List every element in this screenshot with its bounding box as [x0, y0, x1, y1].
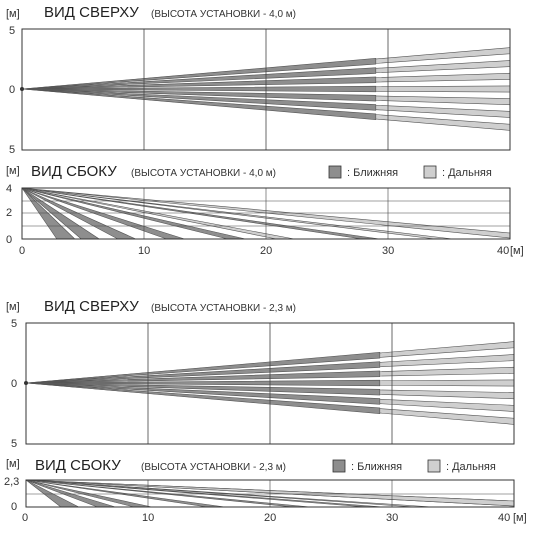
side-view-1-frame	[21, 187, 511, 240]
top-view-2-title: ВИД СВЕРХУ	[44, 298, 139, 315]
side-view-2-ytick-23: 2,3	[4, 476, 19, 488]
top-view-1-title: ВИД СВЕРХУ	[44, 4, 139, 21]
side-near-beam	[21, 187, 76, 240]
top-view-1: [м] ВИД СВЕРХУ (ВЫСОТА УСТАНОВКИ - 4,0 м…	[6, 4, 511, 156]
top-near-beam	[21, 88, 377, 111]
top-view-1-ytick-bottom: 5	[9, 144, 15, 156]
side-view-2-legend-near: : Ближняя	[351, 461, 402, 473]
top-near-beam	[21, 85, 377, 93]
side-view-2-xtick-40: 40	[498, 512, 510, 524]
side-view-1-ytick-0: 0	[6, 234, 12, 246]
side-view-2-grid	[26, 480, 514, 507]
top-near-beam	[25, 352, 381, 384]
side-view-1-title: ВИД СБОКУ	[31, 163, 117, 180]
top-near-beam	[25, 382, 381, 414]
top-view-1-unit: [м]	[6, 8, 20, 20]
top-view-2-ytick-bottom: 5	[11, 438, 17, 450]
side-view-1-xtick-30: 30	[382, 245, 394, 257]
top-near-beam	[21, 76, 377, 90]
top-view-1-subtitle: (ВЫСОТА УСТАНОВКИ - 4,0 м)	[151, 9, 296, 20]
top-near-beam	[21, 67, 377, 90]
side-view-2-xtick-10: 10	[142, 512, 154, 524]
top-view-1-ytick-top: 5	[9, 25, 15, 37]
top-near-beam	[25, 382, 381, 396]
top-near-beam	[25, 379, 381, 387]
top-near-beam	[25, 382, 381, 405]
top-view-2-ytick-mid: 0	[11, 378, 17, 390]
side-view-1-xtick-40: 40	[497, 245, 509, 257]
top-near-beam	[25, 361, 381, 384]
side-view-2: [м] ВИД СБОКУ (ВЫСОТА УСТАНОВКИ - 2,3 м)…	[4, 457, 527, 524]
side-view-2-legend-near-swatch	[332, 459, 346, 473]
side-view-1-subtitle: (ВЫСОТА УСТАНОВКИ - 4,0 м)	[131, 168, 276, 179]
side-view-2-title: ВИД СБОКУ	[35, 457, 121, 474]
side-view-2-legend-far-swatch	[427, 459, 441, 473]
side-view-2-xtick-20: 20	[264, 512, 276, 524]
side-view-2-xtick-30: 30	[386, 512, 398, 524]
top-view-2-unit: [м]	[6, 301, 20, 313]
side-view-1-legend-far-swatch	[423, 165, 437, 179]
top-near-beam	[21, 58, 377, 90]
top-near-beam	[21, 88, 377, 120]
side-view-1-xtick-0: 0	[19, 245, 25, 257]
side-view-1-legend-near-swatch	[328, 165, 342, 179]
side-view-2-xtick-0: 0	[22, 512, 28, 524]
side-view-1-xtick-10: 10	[138, 245, 150, 257]
top-view-2-grid	[147, 323, 393, 444]
side-view-2-unit: [м]	[6, 458, 20, 470]
side-view-1-xtick-20: 20	[260, 245, 272, 257]
side-view-1-grid	[22, 188, 510, 239]
top-view-1-sensor	[20, 87, 24, 91]
top-near-beam	[21, 88, 377, 102]
side-view-1-legend-far: : Дальняя	[442, 167, 492, 179]
top-view-1-ytick-mid: 0	[9, 84, 15, 96]
top-view-2-subtitle: (ВЫСОТА УСТАНОВКИ - 2,3 м)	[151, 303, 296, 314]
top-view-2: [м] ВИД СВЕРХУ (ВЫСОТА УСТАНОВКИ - 2,3 м…	[6, 298, 515, 450]
side-view-2-subtitle: (ВЫСОТА УСТАНОВКИ - 2,3 м)	[141, 462, 286, 473]
top-view-2-ytick-top: 5	[11, 318, 17, 330]
side-view-1-ytick-4: 4	[6, 183, 12, 195]
top-near-beam	[25, 370, 381, 384]
side-view-1-unit: [м]	[6, 165, 20, 177]
side-view-2-legend-far: : Дальняя	[446, 461, 496, 473]
side-view-2-xunit: [м]	[513, 512, 527, 524]
side-view-1: [м] ВИД СБОКУ (ВЫСОТА УСТАНОВКИ - 4,0 м)…	[6, 163, 524, 257]
side-view-1-ytick-2: 2	[6, 207, 12, 219]
side-view-1-xunit: [м]	[510, 245, 524, 257]
side-view-2-ytick-0: 0	[11, 501, 17, 513]
top-view-2-sensor	[24, 381, 28, 385]
side-view-2-frame	[25, 479, 515, 508]
side-view-1-legend-near: : Ближняя	[347, 167, 398, 179]
top-view-1-grid	[143, 29, 389, 150]
